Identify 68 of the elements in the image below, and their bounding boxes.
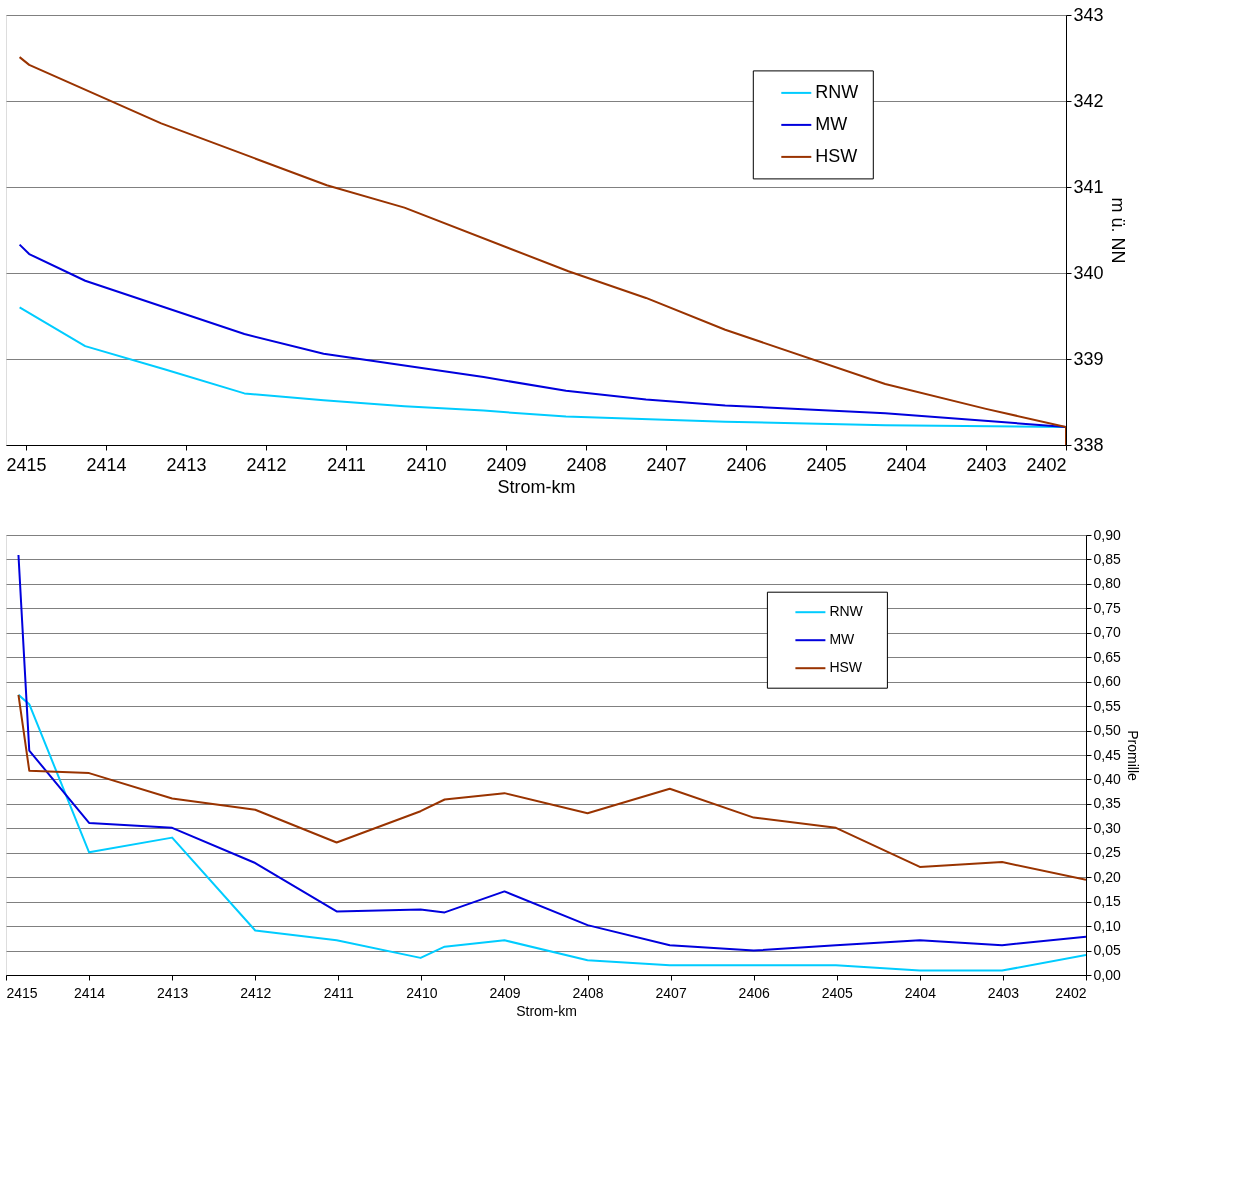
- y-tick-label: 0,75: [1093, 599, 1121, 616]
- y-tick-label: 0,50: [1093, 722, 1121, 739]
- x-tick-label: 2402: [1055, 984, 1087, 1001]
- y-tick-label: 0,80: [1093, 575, 1121, 592]
- y-axis-title: m ü. NN: [1107, 197, 1128, 264]
- x-tick-label: 2413: [157, 984, 189, 1001]
- x-axis-title: Strom-km: [497, 476, 576, 497]
- y-tick-label: 0,35: [1093, 795, 1121, 812]
- y-tick-label: 0,60: [1093, 673, 1121, 690]
- x-tick-label: 2407: [646, 454, 687, 475]
- x-tick-label: 2408: [572, 984, 604, 1001]
- x-tick-label: 2403: [987, 984, 1020, 1001]
- y-tick-label: 0,15: [1093, 893, 1121, 910]
- x-tick-label: 2405: [806, 454, 847, 475]
- legend-label: RNW: [815, 81, 859, 102]
- x-tick-label: 2410: [406, 984, 438, 1001]
- y-tick-label: 338: [1073, 434, 1104, 455]
- y-tick-label: 0,10: [1093, 917, 1121, 934]
- x-tick-label: 2414: [86, 454, 127, 475]
- x-tick-label: 2402: [1026, 454, 1067, 475]
- x-tick-label: 2403: [966, 454, 1007, 475]
- x-tick-label: 2405: [821, 984, 854, 1001]
- y-tick-label: 339: [1073, 348, 1104, 369]
- y-tick-label: 0,55: [1093, 697, 1121, 714]
- y-axis-title: Promille: [1124, 730, 1141, 781]
- x-tick-label: 2410: [406, 454, 447, 475]
- x-tick-label: 2411: [323, 984, 355, 1001]
- x-tick-label: 2413: [166, 454, 207, 475]
- legend-label: MW: [815, 113, 848, 134]
- y-tick-label: 0,85: [1093, 550, 1121, 567]
- y-tick-label: 0,70: [1093, 624, 1121, 641]
- y-tick-label: 341: [1073, 176, 1104, 197]
- y-tick-label: 340: [1073, 262, 1104, 283]
- x-tick-label: 2411: [327, 454, 366, 475]
- y-tick-label: 343: [1073, 4, 1104, 25]
- line-series: [18, 56, 1066, 445]
- line-series: [17, 693, 1086, 881]
- y-tick-label: 0,65: [1093, 648, 1121, 665]
- line-series: [17, 693, 1086, 972]
- legend-label: HSW: [815, 145, 858, 166]
- legend-label: RNW: [829, 603, 864, 620]
- x-tick-label: 2404: [904, 984, 937, 1001]
- x-tick-label: 2408: [566, 454, 607, 475]
- x-tick-label: 2412: [246, 454, 287, 475]
- y-tick-label: 0,20: [1093, 868, 1121, 885]
- y-tick-label: 0,05: [1093, 942, 1121, 959]
- x-tick-label: 2409: [486, 454, 527, 475]
- y-tick-label: 0,30: [1093, 819, 1121, 836]
- y-tick-label: 342: [1073, 90, 1104, 111]
- y-tick-label: 0,25: [1093, 844, 1121, 861]
- y-tick-label: 0,45: [1093, 746, 1121, 763]
- x-tick-label: 2409: [489, 984, 521, 1001]
- y-tick-label: 0,90: [1093, 526, 1121, 543]
- x-tick-label: 2404: [886, 454, 927, 475]
- x-tick-label: 2414: [74, 984, 106, 1001]
- legend-label: MW: [829, 631, 856, 648]
- x-axis-title: Strom-km: [516, 1002, 577, 1019]
- x-tick-label: 2407: [655, 984, 687, 1001]
- y-tick-label: 0,40: [1093, 770, 1121, 787]
- y-tick-label: 0,00: [1093, 966, 1121, 983]
- x-tick-label: 2406: [726, 454, 767, 475]
- x-tick-label: 2412: [240, 984, 272, 1001]
- x-tick-label: 2415: [6, 454, 47, 475]
- line-series: [18, 243, 1066, 428]
- line-series: [17, 554, 1086, 952]
- x-tick-label: 2415: [6, 984, 38, 1001]
- legend-label: HSW: [829, 659, 863, 676]
- x-tick-label: 2406: [738, 984, 770, 1001]
